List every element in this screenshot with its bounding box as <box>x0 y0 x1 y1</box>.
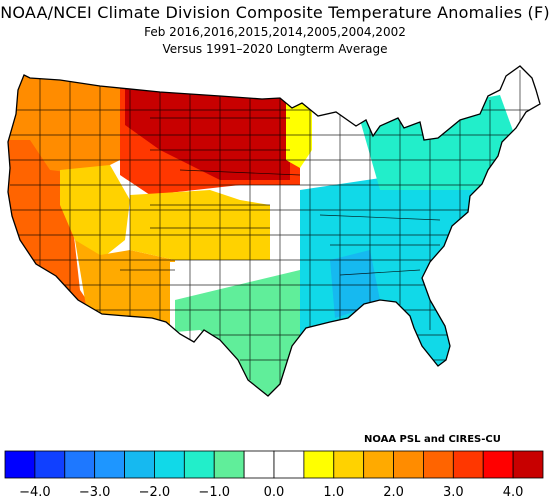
legend-swatch <box>94 450 125 479</box>
legend-swatch <box>303 450 335 479</box>
division-boundaries <box>10 70 540 390</box>
legend-swatch <box>243 450 275 479</box>
legend-swatch <box>4 450 36 479</box>
legend-swatch <box>423 450 454 479</box>
map-subtitle: Feb 2016,2016,2015,2014,2005,2004,2002 <box>144 25 406 39</box>
legend-swatch <box>124 450 155 479</box>
legend-tick-label: −4.0 <box>19 485 51 500</box>
legend-swatch <box>34 450 66 479</box>
legend-swatch <box>482 450 514 479</box>
map-title: NOAA/NCEI Climate Division Composite Tem… <box>0 3 550 22</box>
region-central-plains <box>240 185 318 275</box>
region-mississippi-valley <box>330 250 380 318</box>
legend-swatches <box>4 450 544 479</box>
legend-tick-label: 1.0 <box>323 485 344 500</box>
legend-swatch <box>452 450 484 479</box>
legend-swatch <box>183 450 215 479</box>
temperature-anomaly-map <box>7 65 541 397</box>
legend-swatch <box>273 450 305 479</box>
legend-tick-label: −1.0 <box>198 485 230 500</box>
legend-labels: −4.0 −3.0 −2.0 −1.0 0.0 1.0 2.0 3.0 4.0 <box>19 485 523 500</box>
legend-swatch <box>213 450 245 479</box>
legend-swatch <box>393 450 424 479</box>
legend-tick-label: −3.0 <box>79 485 111 500</box>
legend-swatch <box>363 450 394 479</box>
legend-swatch <box>64 450 96 479</box>
legend-tick-label: 2.0 <box>383 485 404 500</box>
legend-tick-label: 4.0 <box>503 485 524 500</box>
region-minnesota <box>286 95 312 168</box>
credit-text: NOAA PSL and CIRES-CU <box>364 434 501 445</box>
region-pacific-northwest <box>8 66 120 175</box>
legend-swatch <box>154 450 185 479</box>
legend-tick-label: 3.0 <box>443 485 464 500</box>
legend-swatch <box>333 450 365 479</box>
legend-tick-label: −2.0 <box>139 485 171 500</box>
legend-swatch <box>512 450 544 479</box>
region-central-rockies <box>130 190 270 260</box>
region-great-basin <box>60 165 130 260</box>
baseline-note: Versus 1991–2020 Longterm Average <box>162 42 388 56</box>
legend-tick-label: 0.0 <box>264 485 285 500</box>
